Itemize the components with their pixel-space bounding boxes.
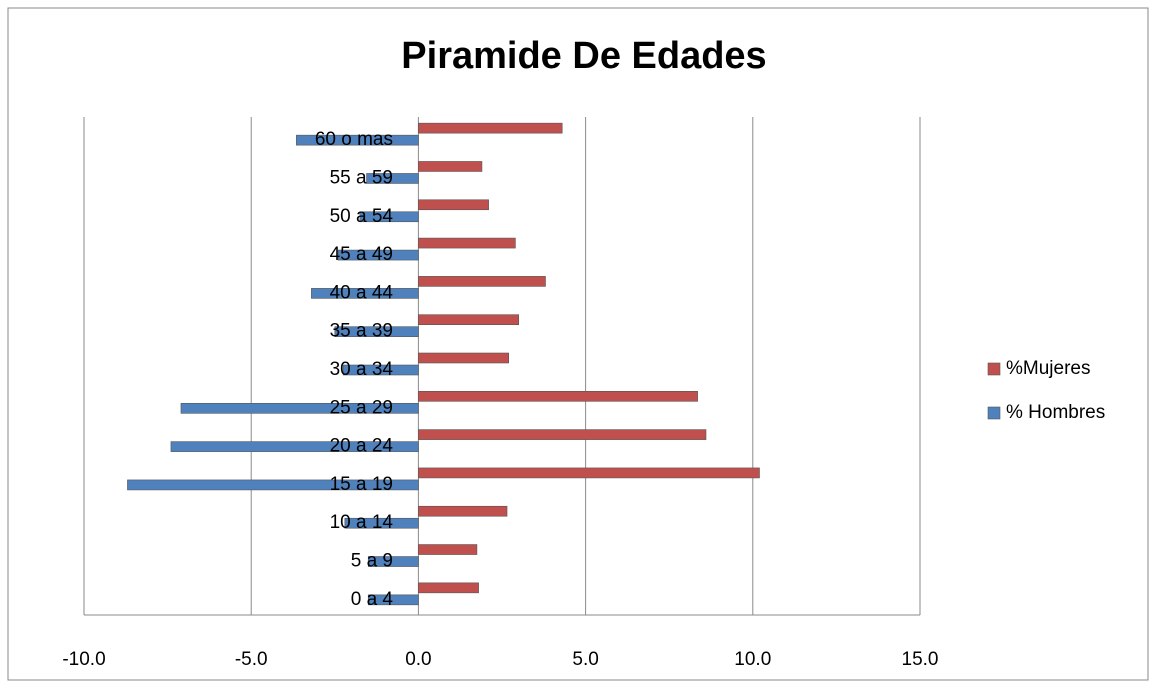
bar — [418, 199, 489, 211]
bar — [334, 326, 419, 337]
bar — [418, 467, 760, 479]
legend-swatch — [987, 362, 1001, 376]
legend-swatch — [987, 406, 1001, 420]
bar — [418, 314, 520, 325]
y-tick-label: 30 a 34 — [330, 359, 394, 380]
y-tick-label: 60 o mas — [315, 129, 393, 150]
bar — [418, 505, 508, 517]
bar — [418, 544, 478, 555]
x-tick-label: -10.0 — [62, 649, 105, 670]
bar — [127, 479, 419, 491]
bar — [418, 391, 698, 402]
bar — [418, 161, 483, 172]
y-tick-label: 50 a 54 — [330, 206, 394, 227]
y-tick-label: 35 a 39 — [330, 321, 393, 342]
x-tick-label: -5.0 — [235, 649, 268, 670]
y-tick-label: 25 a 29 — [330, 397, 393, 418]
bar — [418, 352, 509, 364]
y-tick-label: 20 a 24 — [330, 436, 394, 457]
bar — [367, 594, 419, 606]
y-tick-label: 55 a 59 — [330, 167, 393, 188]
bar — [342, 364, 419, 376]
legend-label: %Mujeres — [1006, 358, 1090, 379]
bar — [367, 556, 419, 567]
x-tick-label: 10.0 — [734, 649, 771, 670]
bar — [359, 211, 419, 223]
y-tick-label: 40 a 44 — [330, 282, 394, 303]
bar — [311, 288, 419, 299]
bar — [180, 403, 419, 414]
y-tick-label: 5 a 9 — [351, 551, 393, 572]
chart-frame — [7, 7, 1149, 681]
y-tick-label: 15 a 19 — [330, 474, 393, 495]
bar — [170, 441, 419, 452]
x-tick-label: 0.0 — [405, 649, 431, 670]
y-tick-label: 0 a 4 — [351, 589, 394, 610]
y-tick-label: 10 a 14 — [330, 512, 394, 533]
x-tick-label: 15.0 — [902, 649, 939, 670]
bar — [418, 429, 707, 440]
bar — [418, 122, 563, 134]
y-tick-label: 45 a 49 — [330, 244, 393, 265]
bar — [296, 134, 419, 146]
bar — [337, 249, 419, 261]
bar — [344, 517, 419, 529]
x-tick-label: 5.0 — [572, 649, 598, 670]
bar — [366, 173, 419, 184]
legend-label: % Hombres — [1006, 402, 1105, 423]
bar — [418, 237, 516, 249]
bar — [418, 276, 546, 287]
bar — [418, 582, 479, 594]
chart-title: Piramide De Edades — [401, 35, 766, 77]
